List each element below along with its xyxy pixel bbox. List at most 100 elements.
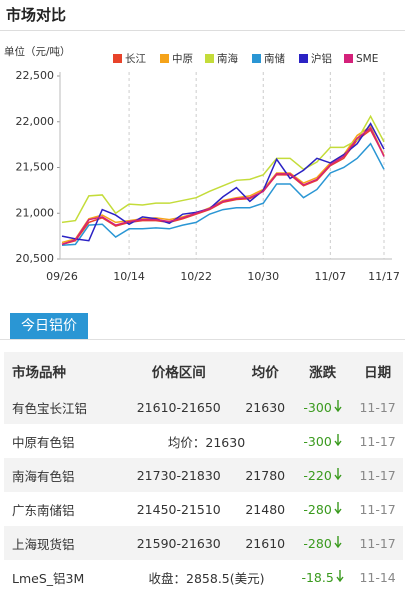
cell: 21590-21630 bbox=[120, 526, 237, 560]
down-arrow bbox=[336, 569, 344, 582]
cell-text: 中原有色铝 bbox=[12, 434, 75, 450]
unit-label: 单位（元/吨） bbox=[4, 45, 71, 58]
down-arrow bbox=[334, 467, 342, 480]
change-value: -280 bbox=[303, 535, 332, 551]
cell-text: 21480 bbox=[245, 501, 286, 517]
cell-text: 上海现货铝 bbox=[12, 536, 75, 552]
cell-text: 11-14 bbox=[359, 569, 396, 585]
cell-text: 21630 bbox=[245, 399, 286, 415]
x-tick-label: 11/07 bbox=[314, 270, 346, 283]
x-tick-label: 11/17 bbox=[368, 270, 400, 283]
table-row: 上海现货铝 21590-21630 21610 -280 11-17 bbox=[4, 526, 403, 560]
price-table: 市场品种 价格区间 均价 涨跌 日期有色宝长江铝 21610-21650 21630 -300… bbox=[4, 352, 403, 594]
cell-text: 广东南储铝 bbox=[12, 502, 75, 518]
legend-label: SME bbox=[356, 53, 378, 65]
x-tick-label: 10/22 bbox=[180, 270, 212, 283]
cell: 11-14 bbox=[352, 560, 403, 594]
y-tick-label: 20,500 bbox=[16, 252, 55, 265]
y-tick-label: 22,500 bbox=[16, 69, 55, 82]
y-tick-label: 21,500 bbox=[16, 161, 55, 174]
change-value: -18.5 bbox=[301, 569, 334, 585]
series-line bbox=[61, 142, 385, 247]
cell-text: 21730-21830 bbox=[136, 467, 221, 483]
cell-text: 21610-21650 bbox=[136, 399, 221, 415]
cell: 21480 bbox=[237, 492, 293, 526]
cell-text: 收盘：2858.5(美元) bbox=[148, 570, 265, 586]
cell: 11-17 bbox=[352, 492, 403, 526]
cell-text: 11-17 bbox=[359, 501, 396, 517]
cell-text: 有色宝长江铝 bbox=[12, 400, 88, 416]
legend-swatch bbox=[160, 54, 169, 63]
section-title: 市场对比 bbox=[0, 0, 405, 31]
cell: 21610-21650 bbox=[120, 390, 237, 424]
change-cell: -280 bbox=[293, 492, 352, 526]
y-tick-label: 21,000 bbox=[16, 206, 55, 219]
header-row: 市场品种 价格区间 均价 涨跌 日期 bbox=[4, 352, 403, 390]
cell: 中原有色铝 bbox=[4, 424, 120, 458]
header-cell: 日期 bbox=[364, 365, 392, 381]
cell-text: 11-17 bbox=[359, 399, 396, 415]
change-cell: -300 bbox=[293, 390, 352, 424]
table-row: 中原有色铝 均价：21630 -300 11-17 bbox=[4, 424, 403, 458]
cell: 11-17 bbox=[352, 526, 403, 560]
change-cell: -280 bbox=[293, 526, 352, 560]
cell: 南海有色铝 bbox=[4, 458, 120, 492]
change-value: -300 bbox=[303, 433, 332, 449]
header-cell: 价格区间 bbox=[151, 365, 206, 381]
header-cell: 均价 bbox=[251, 365, 279, 381]
tab-bar: 今日铝价 bbox=[0, 313, 405, 340]
cell: 收盘：2858.5(美元) bbox=[120, 560, 293, 594]
legend-swatch bbox=[205, 54, 214, 63]
cell: 有色宝长江铝 bbox=[4, 390, 120, 424]
legend-label: 中原 bbox=[172, 52, 193, 65]
chart: 单位（元/吨） 长江 中原 南海 南储 沪铝 SME 20,500 21,000 21,500 2… bbox=[4, 45, 400, 283]
header-cell: 涨跌 bbox=[309, 365, 337, 381]
cell-text: 11-17 bbox=[359, 535, 396, 551]
cell: 21730-21830 bbox=[120, 458, 237, 492]
legend-label: 长江 bbox=[125, 53, 146, 65]
cell-text: 11-17 bbox=[359, 467, 396, 483]
cell-text: 21780 bbox=[245, 467, 286, 483]
cell: LmeS_铝3M bbox=[4, 560, 120, 594]
x-tick-label: 10/30 bbox=[247, 270, 279, 283]
series-line bbox=[61, 122, 385, 242]
down-arrow bbox=[334, 433, 342, 446]
cell: 上海现货铝 bbox=[4, 526, 120, 560]
legend-label: 南海 bbox=[217, 52, 238, 65]
header-cell: 市场品种 bbox=[12, 365, 66, 381]
legend-swatch bbox=[299, 54, 308, 63]
change-value: -300 bbox=[303, 399, 332, 415]
down-arrow bbox=[334, 399, 342, 412]
series-line bbox=[61, 114, 385, 224]
tab[interactable]: 今日铝价 bbox=[10, 313, 88, 339]
cell-text: 11-17 bbox=[359, 433, 396, 449]
cell-text: 21610 bbox=[245, 535, 286, 551]
series-line bbox=[61, 125, 385, 244]
series-line bbox=[61, 127, 385, 246]
cell: 21610 bbox=[237, 526, 293, 560]
legend-label: 南储 bbox=[264, 52, 285, 65]
y-tick-label: 22,000 bbox=[16, 115, 55, 128]
down-arrow bbox=[334, 501, 342, 514]
change-cell: -300 bbox=[293, 424, 352, 458]
legend-swatch bbox=[113, 54, 122, 63]
cell-text: 均价：21630 bbox=[167, 434, 246, 450]
change-value: -280 bbox=[303, 501, 332, 517]
change-cell: -18.5 bbox=[293, 560, 352, 594]
cell-text: 21590-21630 bbox=[136, 535, 221, 551]
legend-label: 沪铝 bbox=[311, 52, 332, 65]
x-tick-label: 10/14 bbox=[113, 270, 145, 283]
legend-swatch bbox=[344, 54, 353, 63]
cell: 广东南储铝 bbox=[4, 492, 120, 526]
change-value: -220 bbox=[303, 467, 332, 483]
cell: 11-17 bbox=[352, 458, 403, 492]
table-row: 有色宝长江铝 21610-21650 21630 -300 11-17 bbox=[4, 390, 403, 424]
table-row: LmeS_铝3M 收盘：2858.5(美元) -18.5 11-14 bbox=[4, 560, 403, 594]
cell-text: LmeS_铝3M bbox=[12, 570, 85, 586]
down-arrow bbox=[334, 535, 342, 548]
table-row: 南海有色铝 21730-21830 21780 -220 11-17 bbox=[4, 458, 403, 492]
cell-text: 南海有色铝 bbox=[12, 468, 75, 484]
cell: 21780 bbox=[237, 458, 293, 492]
table-row: 广东南储铝 21450-21510 21480 -280 11-17 bbox=[4, 492, 403, 526]
